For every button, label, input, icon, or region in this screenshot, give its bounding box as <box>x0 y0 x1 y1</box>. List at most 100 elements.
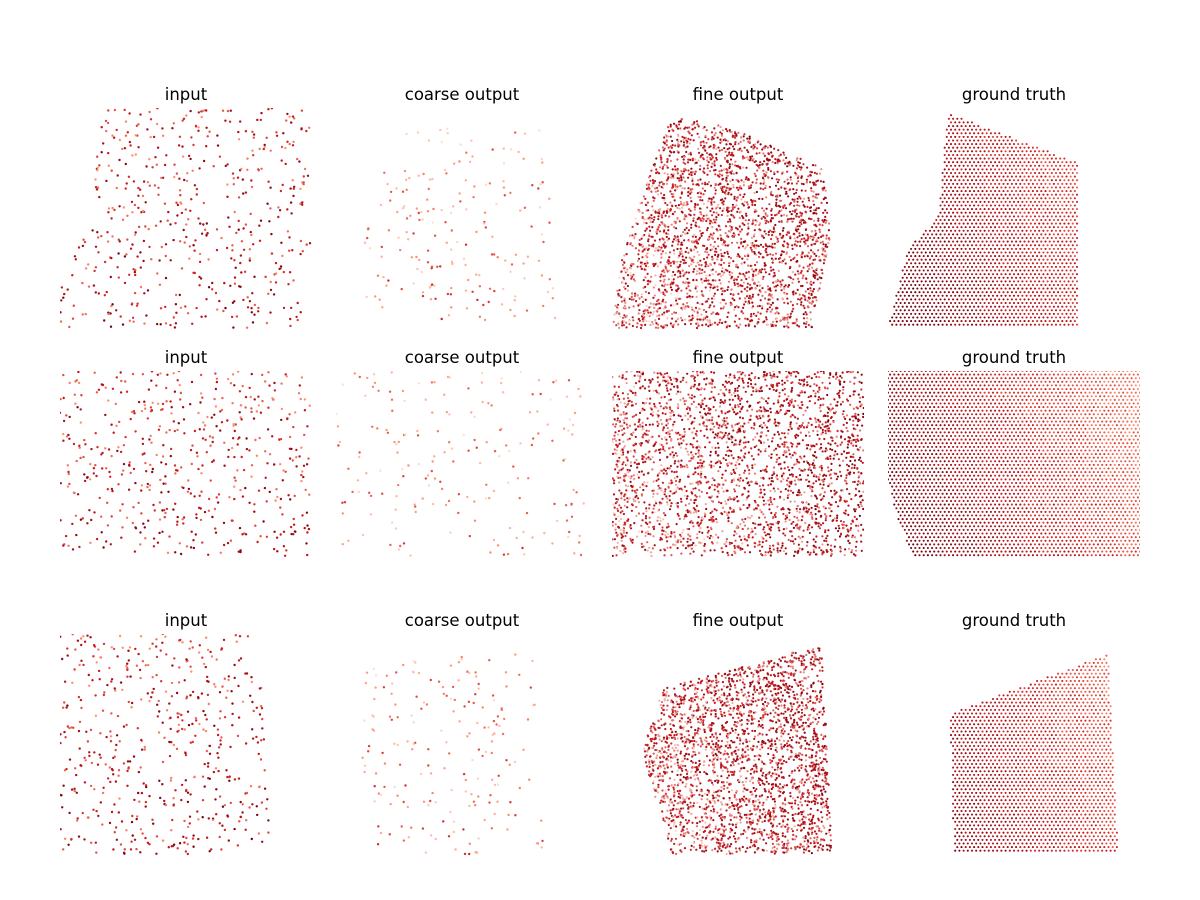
cloud-point <box>655 303 658 306</box>
cloud-point <box>966 229 969 232</box>
cloud-point <box>700 213 703 216</box>
cloud-point <box>1050 186 1053 189</box>
cloud-point <box>618 312 621 316</box>
cloud-point <box>1069 168 1072 171</box>
cloud-point <box>1031 262 1034 265</box>
cloud-point <box>681 319 684 322</box>
cloud-point <box>1052 211 1055 214</box>
cloud-point <box>232 177 235 180</box>
cloud-point <box>966 265 969 268</box>
cloud-point <box>943 168 946 171</box>
cloud-point <box>116 174 119 177</box>
cloud-point <box>757 166 761 169</box>
cloud-point <box>1065 175 1068 178</box>
cloud-point <box>952 132 955 135</box>
cloud-point <box>1012 208 1016 211</box>
cloud-point <box>764 145 767 148</box>
cloud-point <box>1036 211 1039 214</box>
cloud-point <box>985 269 988 272</box>
cloud-point <box>939 298 942 301</box>
cloud-point <box>1052 255 1055 258</box>
cloud-point <box>805 178 808 181</box>
cloud-point <box>164 322 168 325</box>
cloud-point <box>775 178 778 181</box>
cloud-point <box>979 135 982 138</box>
cloud-point <box>811 300 814 303</box>
cloud-point <box>671 183 674 186</box>
cloud-point <box>729 143 733 146</box>
cloud-point <box>1059 193 1062 196</box>
cloud-point <box>698 151 701 154</box>
cloud-point <box>954 200 957 203</box>
cloud-point <box>169 223 172 226</box>
cloud-point <box>502 186 506 189</box>
cloud-point <box>704 181 707 184</box>
cloud-point <box>764 184 767 187</box>
cloud-point <box>762 169 765 172</box>
cloud-point <box>1015 197 1018 200</box>
cloud-point <box>646 261 649 265</box>
cloud-point <box>1027 153 1030 157</box>
cloud-point <box>672 193 675 196</box>
cloud-point <box>749 186 752 189</box>
cloud-point <box>672 238 676 241</box>
cloud-point <box>214 291 218 295</box>
cloud-point <box>149 135 152 139</box>
cloud-point <box>257 168 260 171</box>
cloud-point <box>935 247 938 250</box>
cloud-point <box>792 278 795 281</box>
cloud-point <box>954 208 957 211</box>
cloud-point <box>724 197 727 200</box>
cloud-point <box>798 234 801 237</box>
cloud-point <box>943 233 946 236</box>
cloud-point <box>1071 186 1074 189</box>
cloud-point <box>991 171 995 175</box>
cloud-point <box>719 138 722 141</box>
cloud-point <box>1029 287 1032 290</box>
cloud-point <box>686 292 689 295</box>
cloud-point <box>632 278 635 281</box>
cloud-point <box>943 291 946 294</box>
cloud-point <box>813 296 816 299</box>
cloud-point <box>636 294 639 297</box>
cloud-point <box>803 295 806 298</box>
cloud-point <box>699 259 702 262</box>
cloud-point <box>979 128 982 131</box>
cloud-point <box>719 125 722 129</box>
cloud-point <box>233 282 237 285</box>
cloud-point <box>794 273 797 276</box>
cloud-point <box>943 204 946 207</box>
cloud-point <box>274 281 278 284</box>
cloud-point <box>1023 276 1026 279</box>
cloud-point <box>1061 161 1064 164</box>
cloud-point <box>1029 179 1032 182</box>
cloud-point <box>987 301 990 305</box>
cloud-point <box>1048 298 1051 301</box>
cloud-point <box>975 208 978 211</box>
cloud-point <box>789 300 792 303</box>
cloud-point <box>673 199 676 202</box>
cloud-point <box>185 235 188 239</box>
cloud-point <box>1002 168 1005 171</box>
cloud-point <box>744 212 748 215</box>
cloud-point <box>949 171 953 175</box>
cloud-point <box>709 145 712 148</box>
cloud-point <box>956 298 959 301</box>
cloud-point <box>1071 193 1074 196</box>
cloud-point <box>727 220 730 223</box>
cloud-point <box>775 320 778 323</box>
cloud-point <box>713 134 716 137</box>
cloud-point <box>800 166 803 169</box>
cloud-point <box>713 160 716 163</box>
cloud-point <box>740 262 743 265</box>
cloud-point <box>748 288 752 291</box>
cloud-point <box>782 159 785 162</box>
cloud-point <box>711 225 714 229</box>
cloud-point <box>493 289 496 293</box>
cloud-point <box>677 256 680 259</box>
cloud-point <box>751 181 754 184</box>
cloud-point <box>928 301 932 305</box>
cloud-point <box>288 236 291 239</box>
cloud-point <box>1044 283 1047 287</box>
cloud-point <box>741 222 744 225</box>
